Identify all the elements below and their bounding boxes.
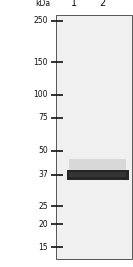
FancyBboxPatch shape bbox=[69, 159, 126, 173]
Text: 50: 50 bbox=[38, 146, 48, 155]
Text: 75: 75 bbox=[38, 113, 48, 122]
Text: 37: 37 bbox=[38, 170, 48, 179]
Text: 100: 100 bbox=[33, 90, 48, 99]
Text: 1: 1 bbox=[71, 0, 78, 8]
Text: 250: 250 bbox=[33, 16, 48, 25]
Text: 20: 20 bbox=[38, 220, 48, 229]
Text: 15: 15 bbox=[38, 243, 48, 252]
FancyBboxPatch shape bbox=[69, 172, 126, 177]
Text: 150: 150 bbox=[33, 57, 48, 66]
Text: 25: 25 bbox=[38, 202, 48, 211]
FancyBboxPatch shape bbox=[66, 170, 129, 179]
Text: 2: 2 bbox=[99, 0, 105, 8]
FancyBboxPatch shape bbox=[56, 15, 132, 259]
Text: kDa: kDa bbox=[35, 0, 51, 8]
